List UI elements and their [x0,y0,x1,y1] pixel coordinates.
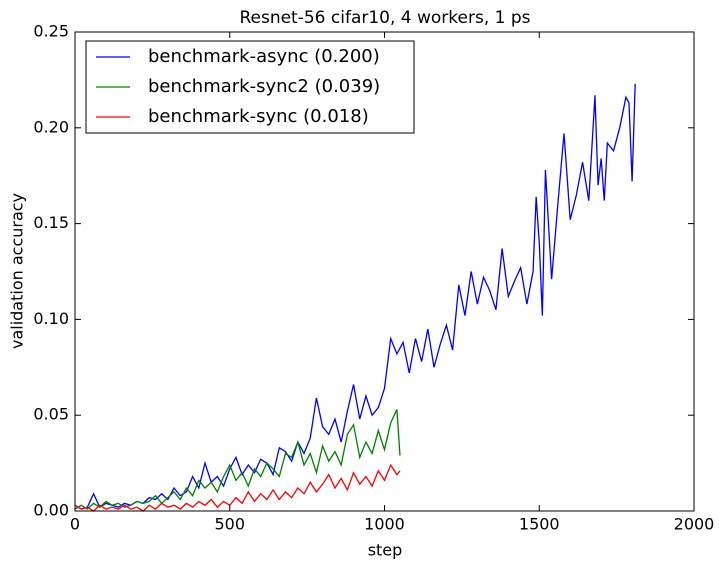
y-tick-label: 0.00 [33,501,69,520]
y-tick-label: 0.25 [33,22,69,41]
x-tick-label: 1000 [364,515,405,534]
x-tick-label: 2000 [674,515,715,534]
y-tick-label: 0.15 [33,213,69,232]
y-tick-label: 0.05 [33,405,69,424]
y-axis-label: validation accuracy [8,193,27,349]
x-tick-label: 500 [214,515,245,534]
data-line [74,463,401,512]
data-line [74,409,401,510]
legend-label: benchmark-sync2 (0.039) [148,76,380,97]
chart-title: Resnet-56 cifar10, 4 workers, 1 ps [239,8,530,28]
x-tick-label: 0 [70,515,80,534]
x-axis-label: step [368,541,403,560]
data-line [74,83,636,510]
legend-label: benchmark-sync (0.018) [148,106,369,127]
y-tick-label: 0.10 [33,309,69,328]
legend-label: benchmark-async (0.200) [148,46,380,67]
x-tick-label: 1500 [519,515,560,534]
legend-box [85,40,415,134]
y-tick-label: 0.20 [33,117,69,136]
